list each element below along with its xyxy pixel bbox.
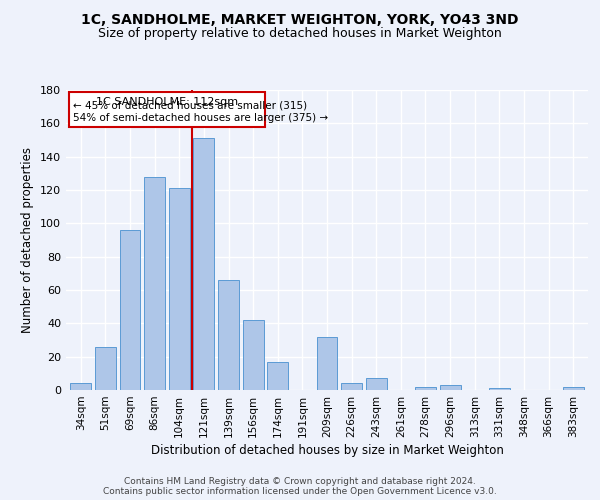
Bar [563, 386, 584, 390]
Bar [242, 320, 263, 390]
Bar [341, 384, 362, 390]
Bar [95, 346, 116, 390]
Bar [169, 188, 190, 390]
Text: Contains HM Land Registry data © Crown copyright and database right 2024.: Contains HM Land Registry data © Crown c… [124, 477, 476, 486]
Text: Contains public sector information licensed under the Open Government Licence v3: Contains public sector information licen… [103, 487, 497, 496]
Text: Size of property relative to detached houses in Market Weighton: Size of property relative to detached ho… [98, 28, 502, 40]
Text: 1C SANDHOLME: 112sqm: 1C SANDHOLME: 112sqm [96, 96, 238, 106]
Bar [440, 385, 461, 390]
Bar [144, 176, 165, 390]
Bar [119, 230, 140, 390]
Bar [415, 386, 436, 390]
X-axis label: Distribution of detached houses by size in Market Weighton: Distribution of detached houses by size … [151, 444, 503, 457]
Bar [317, 336, 337, 390]
Bar [366, 378, 387, 390]
Text: ← 45% of detached houses are smaller (315): ← 45% of detached houses are smaller (31… [73, 100, 307, 110]
Text: 54% of semi-detached houses are larger (375) →: 54% of semi-detached houses are larger (… [73, 114, 328, 124]
Bar [218, 280, 239, 390]
Bar [489, 388, 510, 390]
Text: 1C, SANDHOLME, MARKET WEIGHTON, YORK, YO43 3ND: 1C, SANDHOLME, MARKET WEIGHTON, YORK, YO… [81, 12, 519, 26]
Y-axis label: Number of detached properties: Number of detached properties [22, 147, 34, 333]
FancyBboxPatch shape [69, 92, 265, 126]
Bar [267, 362, 288, 390]
Bar [70, 384, 91, 390]
Bar [193, 138, 214, 390]
